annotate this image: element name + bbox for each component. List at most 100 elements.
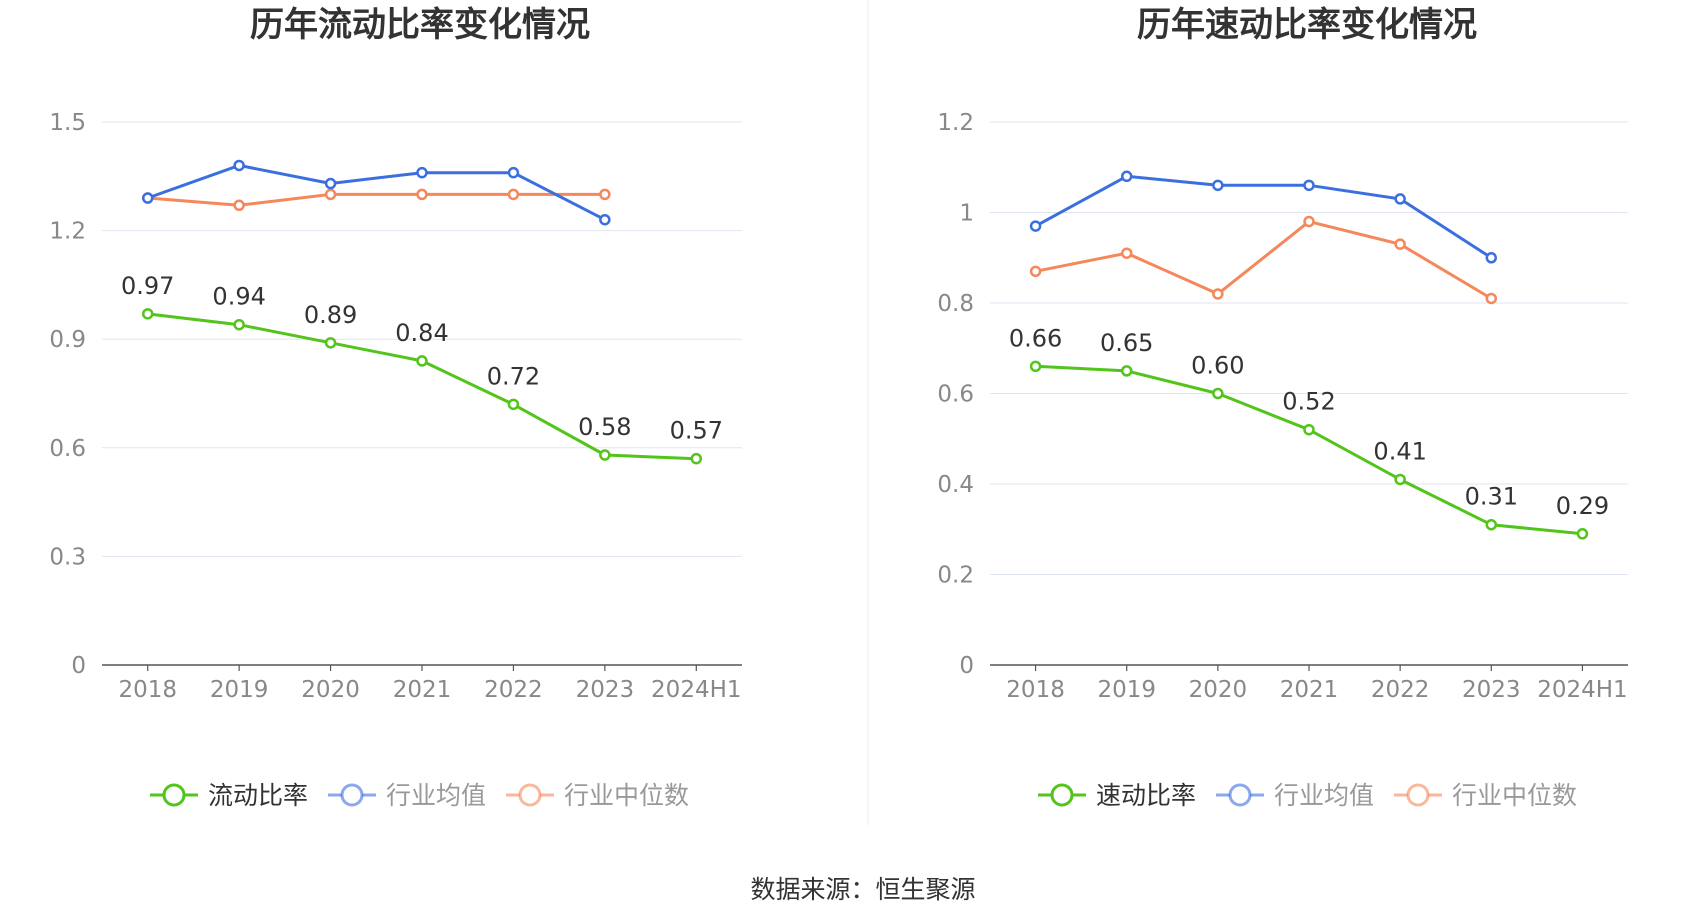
data-point [507, 398, 520, 411]
data-point [1485, 252, 1498, 264]
y-tick-label: 0 [959, 653, 974, 679]
series-line [147, 192, 605, 207]
data-point [1485, 292, 1498, 305]
data-point [1120, 170, 1133, 183]
data-point [1029, 220, 1042, 232]
x-tick-label: 2020 [1189, 677, 1248, 703]
legend-marker [1228, 783, 1252, 807]
series-line [147, 163, 606, 222]
x-tick-label: 2021 [393, 677, 452, 703]
data-point [1303, 215, 1315, 228]
data-point [507, 166, 520, 179]
x-tick-label: 2024H1 [651, 677, 741, 703]
data-point [141, 308, 154, 320]
data-point [233, 318, 245, 331]
y-tick-label: 0 [71, 653, 86, 679]
data-point [1212, 179, 1224, 192]
data-point [599, 213, 611, 226]
x-tick-label: 2022 [1371, 677, 1430, 703]
x-tick-label: 2019 [1097, 677, 1156, 703]
data-label: 0.52 [1282, 388, 1335, 416]
data-point [1120, 365, 1133, 377]
data-point [1394, 193, 1406, 205]
data-point [324, 188, 337, 201]
data-label: 0.65 [1100, 329, 1153, 357]
current-ratio-chart: 历年流动比率变化情况 0 0.3 0.6 0.9 1.2 1.5 2018 2019 2020 20… [49, 5, 742, 810]
data-label: 0.60 [1191, 352, 1244, 380]
y-tick-label: 0.4 [937, 472, 974, 498]
data-point [599, 188, 611, 201]
data-label: 0.57 [670, 417, 723, 445]
data-label: 0.94 [212, 283, 265, 311]
legend-label: 行业中位数 [1452, 781, 1577, 810]
x-tick-label: 2019 [210, 677, 269, 703]
y-tick-label: 0.3 [49, 544, 86, 570]
legend-marker [518, 783, 542, 807]
legend-marker [1406, 783, 1430, 807]
x-tick-label: 2023 [576, 677, 635, 703]
y-tick-label: 0.2 [937, 563, 974, 589]
y-tick-label: 1.2 [49, 219, 86, 245]
legend-label: 行业均值 [1274, 781, 1374, 810]
data-label: 0.31 [1465, 483, 1518, 511]
data-point [324, 337, 337, 349]
data-point [141, 192, 154, 204]
legend-marker [340, 783, 364, 807]
data-point [233, 199, 245, 212]
data-point [599, 449, 611, 461]
data-point [1029, 360, 1042, 373]
series-line [1034, 174, 1493, 260]
data-point [1485, 518, 1498, 531]
y-tick-label: 0.9 [49, 327, 86, 353]
data-point [1303, 179, 1315, 192]
data-point [1394, 473, 1406, 486]
chart-title: 历年速动比率变化情况 [1137, 5, 1477, 45]
data-point [1212, 387, 1224, 400]
data-point [233, 159, 245, 172]
data-point [507, 188, 520, 201]
quick-ratio-chart: 历年速动比率变化情况 0 0.2 0.4 0.6 0.8 1 1.2 2018 2019 2020 2… [937, 5, 1628, 810]
data-point [690, 452, 703, 465]
x-tick-label: 2024H1 [1537, 677, 1627, 703]
x-tick-label: 2022 [484, 677, 543, 703]
x-tick-label: 2020 [301, 677, 360, 703]
data-point [1576, 528, 1589, 540]
data-label: 0.84 [395, 319, 448, 347]
data-point [416, 166, 428, 179]
data-point [416, 355, 428, 367]
y-tick-label: 0.6 [937, 382, 974, 408]
y-tick-label: 1.2 [937, 110, 974, 136]
chart-title: 历年流动比率变化情况 [250, 5, 590, 45]
legend-label: 流动比率 [208, 781, 308, 810]
y-tick-label: 1 [959, 201, 974, 227]
series-line [1035, 220, 1493, 300]
data-point [1029, 265, 1042, 278]
legend-label: 行业中位数 [564, 781, 689, 810]
data-label: 0.72 [487, 362, 540, 390]
data-label: 0.97 [121, 272, 174, 300]
x-tick-label: 2023 [1462, 677, 1521, 703]
data-label: 0.58 [578, 413, 631, 441]
legend-label: 速动比率 [1096, 781, 1196, 810]
x-tick-label: 2018 [1006, 677, 1065, 703]
data-point [1212, 288, 1224, 300]
data-point [1303, 423, 1315, 436]
y-tick-label: 0.6 [49, 436, 86, 462]
y-tick-label: 1.5 [49, 110, 86, 136]
data-label: 0.89 [304, 301, 357, 329]
data-point [324, 177, 337, 190]
legend-marker [162, 783, 186, 807]
data-point [1120, 247, 1133, 259]
legend-label: 行业均值 [386, 781, 486, 810]
x-tick-label: 2018 [118, 677, 177, 703]
y-tick-label: 0.8 [937, 291, 974, 317]
source-label: 数据来源：恒生聚源 [750, 875, 975, 904]
legend-marker [1050, 783, 1074, 807]
data-point [416, 188, 428, 201]
x-tick-label: 2021 [1280, 677, 1339, 703]
data-point [1394, 238, 1406, 250]
data-label: 0.29 [1556, 492, 1609, 520]
data-label: 0.41 [1373, 437, 1426, 465]
